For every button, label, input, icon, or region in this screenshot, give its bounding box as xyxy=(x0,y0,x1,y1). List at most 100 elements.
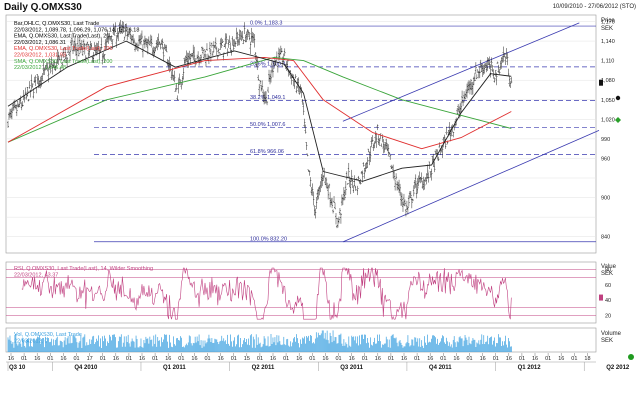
ohlc-bar xyxy=(34,75,37,87)
price-tick-label: 1,050 xyxy=(601,98,615,104)
day-tick-label: 16 xyxy=(506,356,512,362)
fib-label: 38.2% 1,049.1 xyxy=(250,95,285,101)
ohlc-bar xyxy=(125,23,128,32)
rsi-line xyxy=(21,267,512,321)
ohlc-bar xyxy=(218,52,221,54)
ohlc-bar xyxy=(77,48,80,57)
ohlc-bar xyxy=(378,138,381,147)
ohlc-bar xyxy=(90,43,93,50)
ohlc-bar xyxy=(61,61,64,68)
legend-entry: SMA, Q.OMXS30, Last Trade(Last), 200 xyxy=(14,59,112,65)
ohlc-bar xyxy=(325,177,328,188)
ohlc-bar xyxy=(350,169,353,182)
ohlc-bar xyxy=(503,52,506,58)
ohlc-bar xyxy=(113,26,116,36)
day-tick-label: 16 xyxy=(558,356,564,362)
ohlc-bar xyxy=(100,38,103,50)
ohlc-bar xyxy=(276,65,279,73)
ohlc-bar xyxy=(452,131,455,138)
connection-status-icon xyxy=(628,354,634,360)
ohlc-bar xyxy=(469,78,472,91)
ohlc-bar xyxy=(506,52,509,66)
ohlc-bar xyxy=(225,33,228,44)
ohlc-bar xyxy=(303,118,306,128)
ohlc-bar xyxy=(249,41,252,55)
ohlc-bar xyxy=(67,45,70,53)
ohlc-bar xyxy=(295,85,298,94)
ohlc-bar xyxy=(362,162,365,167)
ohlc-bar xyxy=(390,164,393,169)
ohlc-bar xyxy=(371,135,374,142)
day-tick-label: 01 xyxy=(178,356,184,362)
price-tick-label: 1,140 xyxy=(601,39,615,45)
ohlc-bar xyxy=(488,56,491,69)
ohlc-bar xyxy=(239,30,242,40)
rsi-tick-label: 20 xyxy=(605,313,611,319)
ohlc-bar xyxy=(202,47,205,55)
ohlc-bar xyxy=(147,36,150,44)
ohlc-bar xyxy=(259,80,262,85)
ohlc-bar xyxy=(15,104,18,117)
price-tick-label: 990 xyxy=(601,137,610,143)
ohlc-bar xyxy=(32,88,35,99)
ohlc-bar xyxy=(338,208,341,215)
ohlc-bar xyxy=(493,77,496,83)
ohlc-bar xyxy=(404,209,407,217)
ohlc-bar xyxy=(490,57,493,68)
rsi-panel[interactable] xyxy=(5,261,597,324)
ohlc-bar xyxy=(423,179,426,190)
ohlc-bar xyxy=(129,27,132,39)
ohlc-bar xyxy=(337,216,340,224)
ohlc-bar xyxy=(270,59,273,73)
day-tick-label: 16 xyxy=(218,356,224,362)
rsi-tick-label: 80 xyxy=(605,268,611,274)
ohlc-bar xyxy=(357,175,360,181)
ohlc-bar xyxy=(406,206,409,215)
axis-currency: SEK xyxy=(601,338,613,344)
ohlc-bar xyxy=(49,63,52,74)
ohlc-bar xyxy=(214,37,217,50)
quarter-label: Q1 2011 xyxy=(163,365,186,371)
legend-entry: RSI, Q.OMXS30, Last Trade(Last), 14, Wil… xyxy=(14,266,153,272)
ohlc-bar xyxy=(217,48,220,54)
ohlc-bar xyxy=(210,42,213,48)
ohlc-bar xyxy=(189,53,192,65)
ohlc-bar xyxy=(359,178,362,185)
day-tick-label: 01 xyxy=(362,356,368,362)
ohlc-bar xyxy=(315,196,318,210)
fib-label: 61.8% 966.06 xyxy=(250,149,284,155)
ohlc-bar xyxy=(333,196,336,203)
ohlc-bar xyxy=(438,142,441,148)
price-tick-label: 900 xyxy=(601,196,610,202)
ohlc-bar xyxy=(294,74,297,79)
day-tick-label: 01 xyxy=(336,356,342,362)
ohlc-bar xyxy=(394,179,397,191)
quarter-label: Q3 10 xyxy=(9,365,26,371)
chart-title: Daily Q.OMXS30 xyxy=(4,2,82,13)
ohlc-bar xyxy=(349,177,352,195)
legend-entry: 22/03/2012, 1,031.93 xyxy=(14,53,66,59)
status-dot-icon xyxy=(615,95,621,101)
ohlc-bar xyxy=(10,107,13,120)
ohlc-bar xyxy=(375,132,378,148)
ohlc-bar xyxy=(305,142,308,151)
price-axis: Price SEK 840 900 960 990 1,020 1,050 1,080 1,110… xyxy=(599,18,615,241)
day-tick-label: 01 xyxy=(440,356,446,362)
day-tick-label: 01 xyxy=(205,356,211,362)
ohlc-bar xyxy=(19,95,22,104)
ohlc-bar xyxy=(403,199,406,207)
ohlc-bar xyxy=(261,80,264,90)
ohlc-bar xyxy=(159,44,162,50)
ohlc-bar xyxy=(416,177,419,194)
ohlc-bar xyxy=(302,102,305,116)
rsi-series xyxy=(6,267,596,321)
day-tick-label: 01 xyxy=(21,356,27,362)
ohlc-bar xyxy=(71,33,74,45)
ohlc-bar xyxy=(26,87,29,97)
axis-title: Value xyxy=(601,264,617,270)
ohlc-bar xyxy=(248,32,251,41)
ohlc-bar xyxy=(486,57,489,71)
axis-title: Volume xyxy=(601,331,622,337)
ohlc-bar xyxy=(344,180,347,196)
